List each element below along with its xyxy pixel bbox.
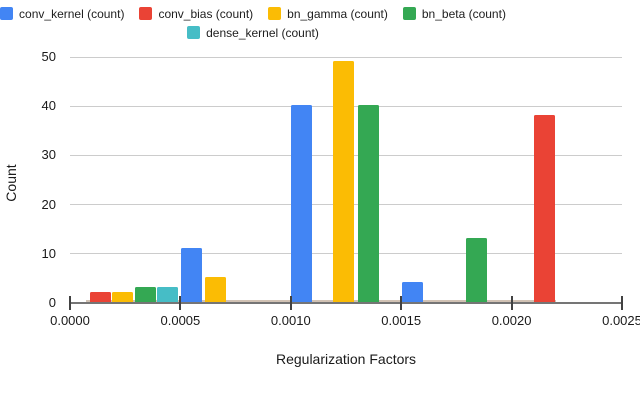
x-axis-title: Regularization Factors <box>275 351 417 367</box>
y-axis-tick-label: 50 <box>41 49 56 64</box>
bar-conv_bias <box>534 115 556 302</box>
bar-bn_gamma <box>205 277 227 302</box>
bar-conv_kernel <box>180 247 202 302</box>
x-axis-tick-mark <box>179 296 182 310</box>
x-axis-tick-mark <box>510 296 513 310</box>
x-axis-tick-label: 0.0010 <box>270 313 311 328</box>
y-axis-tick-label: 30 <box>41 147 56 163</box>
zero-count-sliver <box>86 300 556 302</box>
x-axis-tick-mark <box>69 296 71 310</box>
y-axis-tick-label: 40 <box>41 98 56 114</box>
legend-swatch-conv_kernel <box>0 7 14 20</box>
legend-row: conv_kernel (count) conv_bias (count) bn_g… <box>0 4 506 23</box>
bar-bn_beta <box>465 238 487 302</box>
x-axis-tick-label: 0.0005 <box>160 313 201 328</box>
bar-bn_beta <box>134 287 156 302</box>
bar-bn_gamma <box>112 292 134 302</box>
x-axis-tick-mark <box>621 296 623 310</box>
legend-label: conv_bias (count) <box>158 6 254 21</box>
bar-conv_kernel <box>401 282 423 302</box>
y-axis-tick-label: 20 <box>41 196 56 212</box>
legend-swatch-dense_kernel <box>187 26 201 39</box>
x-axis-tick-label: 0.0015 <box>381 313 422 328</box>
bar-bn_beta <box>357 105 379 302</box>
chart-legend: conv_kernel (count) conv_bias (count) bn_g… <box>0 4 506 42</box>
y-axis-title: Count <box>3 164 19 202</box>
y-axis-tick-label: 10 <box>41 245 56 261</box>
legend-swatch-bn_gamma <box>268 7 282 20</box>
legend-label: conv_kernel (count) <box>19 6 125 21</box>
legend-item-dense_kernel: dense_kernel (count) <box>187 26 319 40</box>
gridline <box>70 56 622 58</box>
x-axis-tick-label: 0.0020 <box>491 313 532 328</box>
x-axis-tick-mark <box>289 296 292 310</box>
legend-item-conv_bias: conv_bias (count) <box>139 7 253 21</box>
x-axis-line <box>70 302 622 304</box>
bar-conv_kernel <box>291 105 313 302</box>
legend-swatch-bn_beta <box>402 7 416 20</box>
x-axis-tick-mark <box>400 296 403 310</box>
legend-item-conv_kernel: conv_kernel (count) <box>0 7 124 21</box>
y-axis-tick-label: 0 <box>48 295 56 310</box>
bar-bn_gamma <box>333 60 355 302</box>
legend-item-bn_beta: bn_beta (count) <box>402 6 506 21</box>
legend-label: bn_beta (count) <box>421 6 506 21</box>
legend-label: bn_gamma (count) <box>287 6 388 21</box>
bar-dense_kernel <box>156 287 178 302</box>
bar-conv_bias <box>90 292 112 302</box>
legend-row: dense_kernel (count) <box>187 23 319 42</box>
legend-item-bn_gamma: bn_gamma (count) <box>268 7 388 21</box>
legend-swatch-conv_bias <box>139 7 153 20</box>
legend-label: dense_kernel (count) <box>206 25 319 40</box>
x-axis-tick-label: 0.0000 <box>50 313 90 328</box>
x-axis-tick-label: 0.0025 <box>602 313 640 328</box>
